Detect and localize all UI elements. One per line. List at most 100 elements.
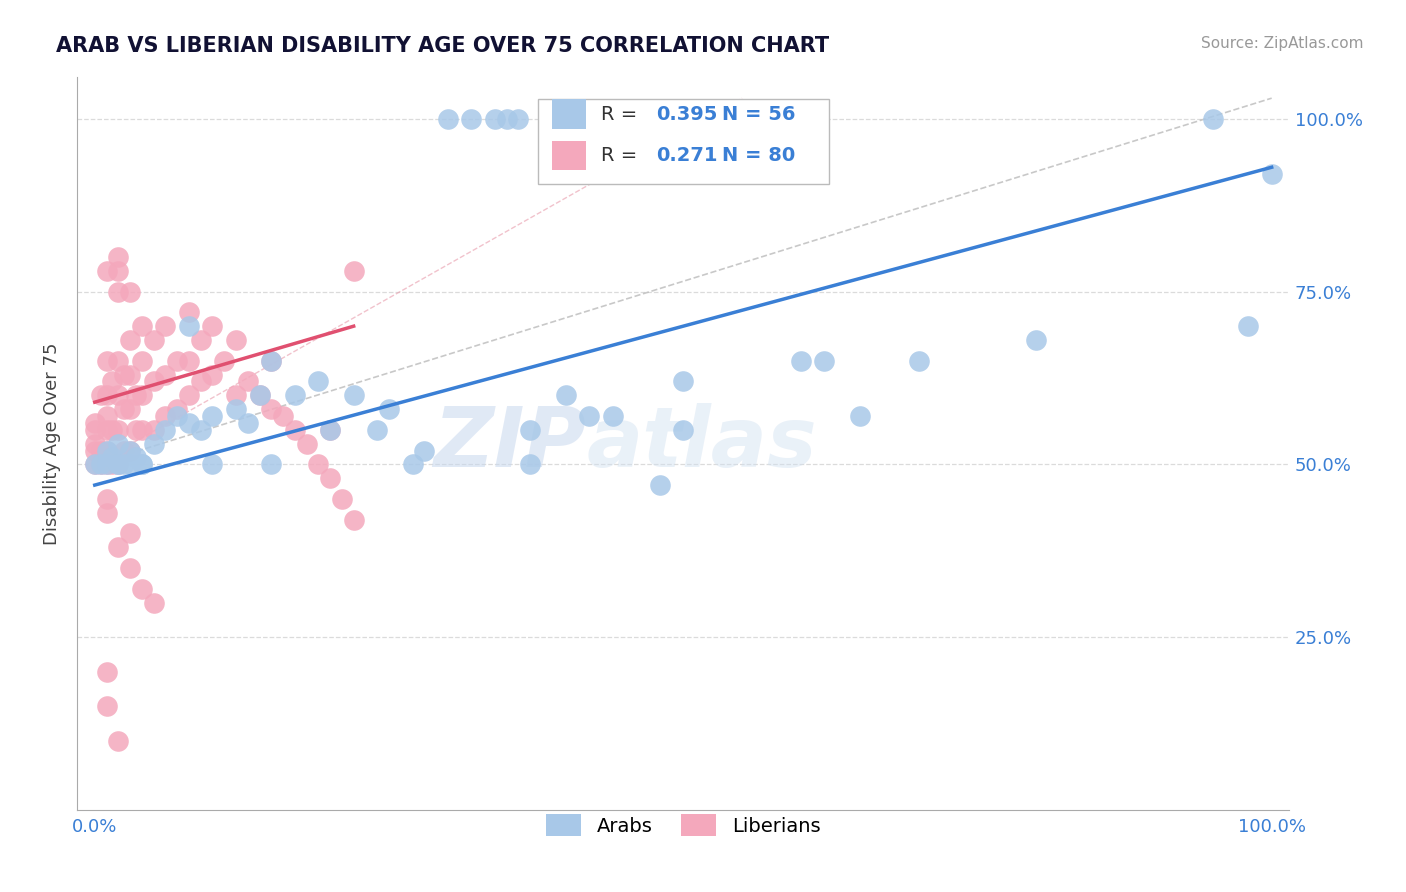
Point bbox=[460, 112, 482, 126]
Point bbox=[1025, 333, 1047, 347]
Text: N = 80: N = 80 bbox=[723, 146, 796, 165]
Point bbox=[131, 458, 153, 472]
Point bbox=[307, 375, 329, 389]
Point bbox=[508, 112, 530, 126]
Point bbox=[112, 402, 135, 417]
Point bbox=[131, 423, 153, 437]
Text: 0.271: 0.271 bbox=[657, 146, 718, 165]
Point bbox=[578, 409, 600, 423]
Point bbox=[96, 491, 118, 506]
Point bbox=[83, 436, 105, 450]
Point bbox=[1260, 167, 1282, 181]
Point bbox=[107, 264, 129, 278]
Point bbox=[96, 458, 118, 472]
Point bbox=[118, 526, 141, 541]
Point bbox=[101, 375, 124, 389]
Point bbox=[319, 471, 342, 485]
Point bbox=[96, 458, 118, 472]
Point bbox=[112, 368, 135, 382]
Point bbox=[177, 319, 200, 334]
Point bbox=[118, 443, 141, 458]
Point bbox=[83, 458, 105, 472]
Point bbox=[201, 458, 224, 472]
Point bbox=[1237, 319, 1260, 334]
Point bbox=[648, 478, 671, 492]
FancyBboxPatch shape bbox=[553, 99, 586, 128]
Point bbox=[96, 423, 118, 437]
Point bbox=[107, 353, 129, 368]
Point bbox=[190, 333, 212, 347]
Point bbox=[90, 458, 112, 472]
Point bbox=[118, 333, 141, 347]
Point bbox=[112, 443, 135, 458]
Point bbox=[319, 423, 342, 437]
Point bbox=[96, 665, 118, 679]
Point bbox=[101, 423, 124, 437]
Point bbox=[96, 388, 118, 402]
Point bbox=[519, 423, 541, 437]
Point bbox=[307, 458, 329, 472]
Point bbox=[90, 388, 112, 402]
FancyBboxPatch shape bbox=[553, 141, 586, 170]
Point bbox=[125, 423, 148, 437]
Point bbox=[155, 319, 177, 334]
Point bbox=[107, 458, 129, 472]
Point bbox=[378, 402, 401, 417]
Point bbox=[96, 264, 118, 278]
Point bbox=[90, 458, 112, 472]
Point bbox=[118, 285, 141, 299]
Point bbox=[125, 450, 148, 465]
Point bbox=[142, 596, 165, 610]
Point bbox=[249, 388, 271, 402]
Text: ARAB VS LIBERIAN DISABILITY AGE OVER 75 CORRELATION CHART: ARAB VS LIBERIAN DISABILITY AGE OVER 75 … bbox=[56, 36, 830, 55]
Point bbox=[166, 409, 188, 423]
Point bbox=[96, 443, 118, 458]
Point bbox=[201, 319, 224, 334]
Point bbox=[343, 513, 366, 527]
Point bbox=[131, 353, 153, 368]
Point bbox=[907, 353, 929, 368]
Point bbox=[96, 443, 118, 458]
Point bbox=[177, 388, 200, 402]
Point bbox=[101, 458, 124, 472]
Point bbox=[672, 423, 695, 437]
Point bbox=[142, 333, 165, 347]
Point bbox=[260, 402, 283, 417]
Point bbox=[177, 305, 200, 319]
Point bbox=[131, 388, 153, 402]
Point bbox=[212, 353, 235, 368]
Point bbox=[131, 582, 153, 596]
Point bbox=[343, 264, 366, 278]
Point bbox=[260, 353, 283, 368]
Point bbox=[790, 353, 813, 368]
Point bbox=[519, 458, 541, 472]
Point bbox=[236, 416, 259, 430]
Point bbox=[177, 353, 200, 368]
Point bbox=[107, 458, 129, 472]
Point bbox=[118, 368, 141, 382]
Point bbox=[90, 443, 112, 458]
Text: Source: ZipAtlas.com: Source: ZipAtlas.com bbox=[1201, 36, 1364, 51]
Point bbox=[83, 423, 105, 437]
Text: 0.395: 0.395 bbox=[657, 104, 718, 124]
Point bbox=[83, 416, 105, 430]
Point bbox=[484, 112, 506, 126]
Point bbox=[401, 458, 423, 472]
Legend: Arabs, Liberians: Arabs, Liberians bbox=[538, 806, 828, 844]
Point bbox=[190, 375, 212, 389]
Point bbox=[366, 423, 388, 437]
Point bbox=[848, 409, 870, 423]
Point bbox=[225, 333, 247, 347]
Point bbox=[554, 388, 576, 402]
Point bbox=[437, 112, 460, 126]
Point bbox=[96, 699, 118, 714]
Point bbox=[155, 409, 177, 423]
Point bbox=[201, 409, 224, 423]
Point bbox=[495, 112, 517, 126]
Point bbox=[101, 450, 124, 465]
Point bbox=[96, 506, 118, 520]
Point bbox=[330, 491, 353, 506]
Point bbox=[142, 436, 165, 450]
Point bbox=[118, 561, 141, 575]
Point bbox=[813, 353, 835, 368]
